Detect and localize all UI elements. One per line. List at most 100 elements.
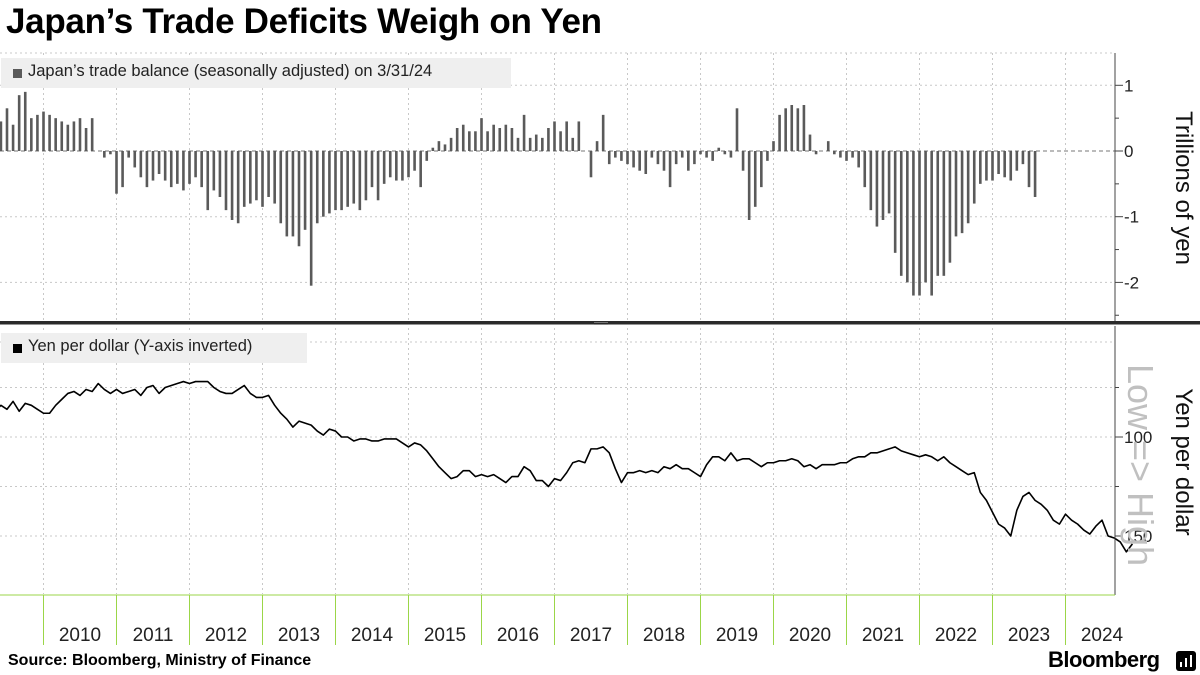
trade-balance-bar: [291, 151, 295, 237]
trade-balance-bar: [912, 151, 915, 296]
trade-balance-bar: [443, 144, 447, 151]
trade-balance-bar: [863, 151, 867, 188]
trade-balance-bar: [474, 131, 477, 151]
trade-balance-bar: [601, 114, 605, 151]
trade-balance-bar: [887, 151, 891, 214]
trade-balance-bar: [729, 151, 733, 158]
axes: 1 0 -1 -2 100 150 Trillions of yen Yen per doll…: [0, 53, 1200, 646]
trade-balance-bar: [979, 151, 982, 184]
trade-balance-bar: [352, 151, 356, 204]
trade-balance-bar: [632, 151, 635, 168]
trade-balance-bar: [857, 151, 860, 168]
trade-balance-bar: [766, 151, 769, 161]
top-y-axis-title: Trillions of yen: [1170, 111, 1197, 265]
trade-balance-bar: [194, 151, 197, 178]
trade-balance-bar: [11, 124, 15, 151]
trade-balance-bar: [279, 151, 283, 224]
trade-balance-bar: [388, 151, 392, 178]
trade-balance-bar: [802, 105, 806, 151]
trade-balance-bar: [486, 131, 489, 151]
line-legend-swatch: [13, 344, 22, 353]
trade-balance-bar: [437, 141, 441, 151]
trade-balance-bar: [455, 128, 459, 151]
trade-balance-bar: [826, 141, 830, 151]
trade-balance-bar: [553, 121, 556, 151]
trade-balance-bar: [565, 121, 568, 151]
trade-balance-bar: [0, 121, 3, 151]
trade-balance-bar: [78, 118, 82, 151]
trade-balance-bar: [577, 121, 581, 151]
trade-balance-bar: [407, 151, 410, 178]
trade-balance-bar: [1009, 151, 1013, 181]
x-year-label: 2019: [716, 625, 758, 646]
trade-balance-bar: [334, 151, 337, 211]
trade-balance-bar: [1033, 151, 1037, 197]
trade-balance-bar: [23, 91, 27, 151]
trade-balance-bar: [249, 151, 252, 204]
trade-balance-bar: [753, 151, 757, 207]
trade-balance-bar: [60, 121, 64, 151]
trade-balance-bar: [772, 141, 775, 151]
trade-balance-bar: [644, 151, 648, 174]
x-year-label: 2018: [643, 625, 685, 646]
trade-balance-bar: [425, 151, 429, 161]
trade-balance-bar: [851, 151, 854, 158]
top-y-tick-label: -2: [1124, 273, 1139, 292]
trade-balance-bar: [133, 151, 137, 168]
bloomberg-chart-icon: [1176, 651, 1196, 671]
trade-balance-bar: [1021, 151, 1025, 165]
trade-balance-bar: [188, 151, 191, 184]
trade-balance-bar: [614, 151, 617, 158]
trade-balance-bar: [948, 151, 952, 263]
trade-balance-bar: [340, 151, 343, 211]
trade-balance-bar: [662, 151, 666, 171]
trade-balance-bar: [267, 151, 270, 197]
trade-balance-bar: [206, 151, 210, 211]
trade-balance-bar: [510, 128, 514, 151]
yen-per-dollar-line: [0, 380, 1134, 553]
trade-balance-bar: [328, 151, 331, 214]
trade-balance-bar: [638, 151, 641, 171]
trade-balance-bar: [571, 137, 575, 151]
trade-balance-bar: [954, 151, 958, 237]
trade-balance-bar: [522, 114, 526, 151]
source-note: Source: Bloomberg, Ministry of Finance: [8, 652, 312, 669]
trade-balance-bar: [5, 108, 9, 151]
trade-balance-bar: [930, 151, 933, 296]
trade-balance-bar: [376, 151, 380, 201]
trade-balance-bar: [200, 151, 203, 188]
trade-balance-bar: [382, 151, 386, 184]
trade-balance-bar: [899, 151, 903, 276]
trade-balance-bar: [1027, 151, 1031, 188]
trade-balance-bar: [36, 114, 39, 151]
trade-balance-bar: [699, 151, 702, 155]
trade-balance-bar: [547, 128, 550, 151]
trade-balance-bar: [84, 128, 88, 151]
trade-balance-bar: [176, 151, 179, 184]
x-year-label: 2023: [1008, 625, 1050, 646]
trade-balance-bar: [1015, 151, 1019, 171]
trade-balance-bar: [504, 124, 508, 151]
trade-balance-bar: [413, 151, 416, 171]
trade-balance-bar: [449, 137, 453, 151]
trade-balance-bar: [808, 134, 812, 151]
trade-balance-bar: [674, 151, 678, 165]
axis-direction-watermark: Low => High: [1120, 364, 1161, 566]
trade-balance-bar: [358, 151, 362, 211]
trade-balance-bar: [461, 124, 465, 151]
trade-balance-bar: [656, 151, 660, 165]
x-year-label: 2017: [570, 625, 612, 646]
trade-balance-bar: [760, 151, 763, 188]
top-y-tick-label: 1: [1124, 76, 1133, 95]
trade-balance-bar: [668, 151, 672, 188]
trade-balance-bar: [224, 151, 228, 211]
trade-balance-bar: [42, 111, 45, 151]
trade-balance-bar: [431, 147, 435, 151]
trade-balance-bar: [230, 151, 234, 220]
trade-balance-bar: [875, 151, 879, 227]
trade-balance-bar: [236, 151, 240, 224]
x-year-label: 2024: [1081, 625, 1124, 646]
trade-balance-bar: [401, 151, 404, 181]
trade-balance-bar: [845, 151, 848, 161]
trade-balance-bar: [881, 151, 885, 220]
